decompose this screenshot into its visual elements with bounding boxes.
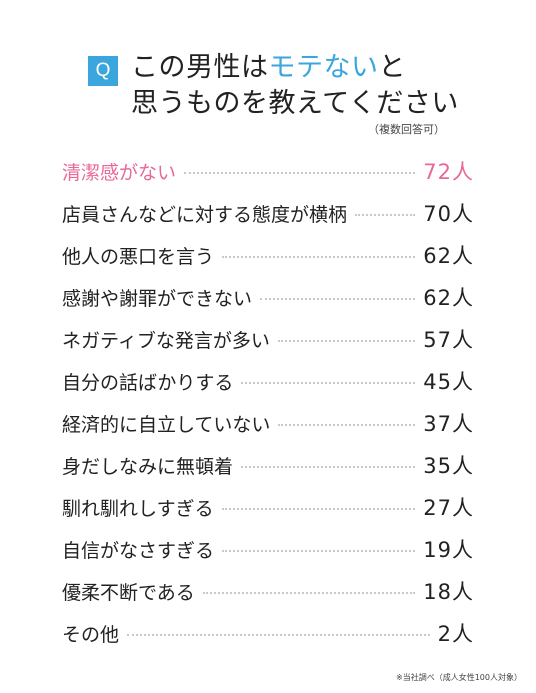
- question-title-line2: 思うものを教えてください: [131, 88, 459, 119]
- result-count: 27人: [423, 496, 474, 520]
- result-label: 自分の話ばかりする: [62, 371, 234, 394]
- result-label: 清潔感がない: [62, 161, 177, 184]
- result-count: 19人: [423, 538, 474, 562]
- result-count: 35人: [423, 454, 474, 478]
- result-label: 自信がなさすぎる: [62, 539, 215, 562]
- dot-leader: [277, 340, 416, 342]
- result-label: 経済的に自立していない: [62, 413, 271, 436]
- result-count: 57人: [423, 328, 474, 352]
- result-row: その他 2人: [62, 612, 474, 654]
- title-text-highlight: モテない: [268, 52, 379, 83]
- result-count: 62人: [423, 244, 474, 268]
- dot-leader: [355, 214, 416, 216]
- result-label: 馴れ馴れしすぎる: [62, 497, 214, 520]
- results-list: 清潔感がない 72人 店員さんなどに対する態度が横柄 70人 他人の悪口を言う …: [62, 150, 474, 654]
- multiple-answer-note: （複数回答可）: [368, 123, 445, 136]
- dot-leader: [278, 424, 416, 426]
- result-row: 自信がなさすぎる 19人: [62, 528, 474, 570]
- result-label: その他: [62, 623, 120, 646]
- result-label: 身だしなみに無頓着: [62, 455, 234, 478]
- result-row: 他人の悪口を言う 62人: [62, 234, 474, 276]
- question-badge: Q: [88, 56, 118, 86]
- result-label: ネガティブな発言が多い: [62, 329, 270, 352]
- result-count: 62人: [423, 286, 474, 310]
- survey-footnote: ※当社調べ（成人女性100人対象）: [396, 673, 522, 682]
- result-row: 馴れ馴れしすぎる 27人: [62, 486, 474, 528]
- result-row: 自分の話ばかりする 45人: [62, 360, 474, 402]
- dot-leader: [241, 382, 416, 384]
- result-row: ネガティブな発言が多い 57人: [62, 318, 474, 360]
- result-count: 2人: [437, 622, 474, 646]
- result-label: 感謝や謝罪ができない: [62, 287, 253, 310]
- title-text-before: この男性は: [131, 52, 269, 83]
- dot-leader: [202, 592, 416, 594]
- result-count: 70人: [423, 202, 474, 226]
- dot-leader: [184, 172, 416, 174]
- dot-leader: [241, 466, 416, 468]
- dot-leader: [221, 508, 416, 510]
- result-count: 72人: [423, 160, 474, 184]
- result-row: 感謝や謝罪ができない 62人: [62, 276, 474, 318]
- title-text-after: と: [378, 52, 406, 83]
- result-row: 清潔感がない 72人: [62, 150, 474, 192]
- result-label: 他人の悪口を言う: [62, 245, 215, 268]
- result-count: 18人: [423, 580, 474, 604]
- question-title-line1: この男性はモテないと: [131, 50, 459, 86]
- result-count: 45人: [423, 370, 474, 394]
- result-row: 優柔不断である 18人: [62, 570, 474, 612]
- result-row: 身だしなみに無頓着 35人: [62, 444, 474, 486]
- dot-leader: [127, 634, 430, 636]
- result-label: 優柔不断である: [62, 581, 195, 604]
- dot-leader: [222, 256, 416, 258]
- result-row: 店員さんなどに対する態度が横柄 70人: [62, 192, 474, 234]
- dot-leader: [222, 550, 416, 552]
- dot-leader: [260, 298, 416, 300]
- result-count: 37人: [423, 412, 474, 436]
- question-title: この男性はモテないと 思うものを教えてください: [131, 50, 459, 122]
- result-label: 店員さんなどに対する態度が横柄: [62, 203, 348, 226]
- result-row: 経済的に自立していない 37人: [62, 402, 474, 444]
